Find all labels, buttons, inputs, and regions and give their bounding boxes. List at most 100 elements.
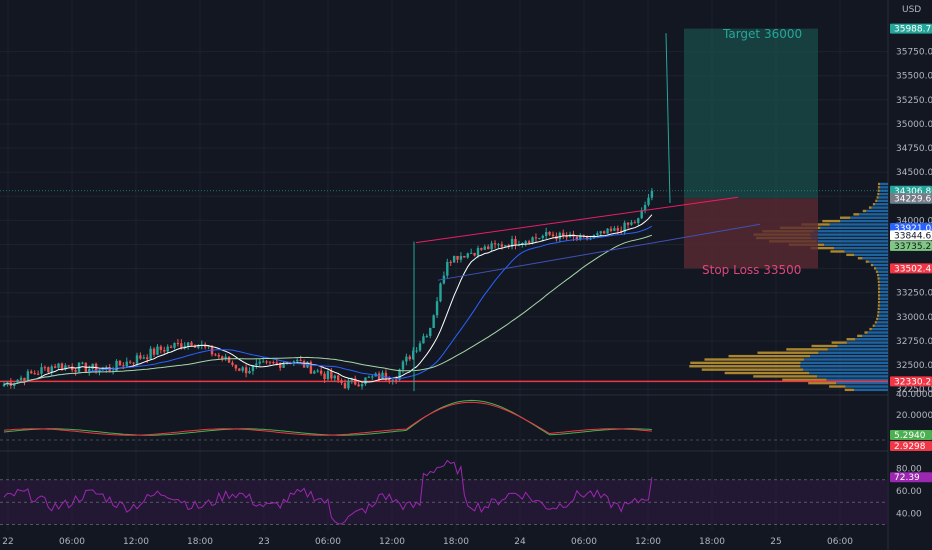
volume-profile-bar-blue xyxy=(879,192,888,196)
candle-body xyxy=(579,235,582,240)
volume-profile-bar-blue xyxy=(827,348,888,351)
volume-profile-bar-blue xyxy=(816,240,888,243)
candle-body xyxy=(135,355,139,364)
candle-body xyxy=(234,364,238,369)
candle-body xyxy=(500,244,504,247)
time-axis[interactable]: 22 06:00 12:00 18:00 23 06:00 12:00 18:00 24 06:0… xyxy=(2,537,853,547)
price-tag-bg xyxy=(890,263,932,274)
candle-body xyxy=(643,204,647,211)
volume-profile-bar-gold xyxy=(876,314,879,317)
volume-profile-bar-blue xyxy=(800,361,888,365)
osc-tag-bg xyxy=(890,441,932,451)
volume-profile-bar-gold xyxy=(875,199,878,203)
volume-profile-bar-gold xyxy=(810,246,835,250)
candle-body xyxy=(180,343,183,348)
time-axis-label: 22 xyxy=(2,537,13,547)
candle-body xyxy=(487,246,490,250)
candle-body xyxy=(548,232,551,235)
candle-body xyxy=(456,255,459,260)
candle-body xyxy=(469,252,473,254)
candle-body xyxy=(275,362,278,364)
stop-zone xyxy=(684,198,818,269)
candle-body xyxy=(531,237,534,243)
price-axis-label: 35750.00 xyxy=(896,48,932,58)
volume-profile-bar-blue xyxy=(879,311,888,314)
candle-body xyxy=(13,383,16,386)
candle-body xyxy=(398,369,401,380)
candle-body xyxy=(309,361,313,374)
candle-body xyxy=(299,359,302,361)
time-axis-label: 18:00 xyxy=(187,537,213,547)
candle-body xyxy=(156,346,159,355)
candle-body xyxy=(562,232,565,236)
candle-body xyxy=(415,350,418,352)
candle-body xyxy=(466,253,469,258)
candle-body xyxy=(132,362,135,364)
volume-profile-bar-blue xyxy=(829,223,888,226)
price-tag-bg xyxy=(890,23,932,34)
candle-body xyxy=(248,371,251,374)
volume-profile-bar-gold xyxy=(704,358,804,361)
price-tag: 35988.72 xyxy=(894,25,932,35)
volume-profile-bar-blue xyxy=(810,233,888,236)
volume-profile-bar-gold xyxy=(877,307,880,311)
volume-profile-bar-blue xyxy=(878,317,888,321)
candle-body xyxy=(377,373,381,380)
candle-body xyxy=(279,362,282,368)
volume-profile-bar-blue xyxy=(876,321,888,324)
volume-profile-bar-gold xyxy=(862,209,867,213)
candle-body xyxy=(391,379,394,381)
candle-body xyxy=(190,342,193,346)
time-axis-label: 12:00 xyxy=(635,537,661,547)
candle-body xyxy=(493,243,497,245)
candle-body xyxy=(510,239,514,247)
volume-profile-bar-blue xyxy=(867,331,888,334)
candle-body xyxy=(146,357,149,359)
candle-body xyxy=(575,236,579,240)
volume-profile-bar-blue xyxy=(818,351,888,354)
candle-body xyxy=(81,362,84,364)
volume-profile-bar-gold xyxy=(869,327,872,331)
volume-profile-bar-blue xyxy=(876,267,888,270)
candle-body xyxy=(418,343,422,351)
volume-profile-bar-gold xyxy=(689,365,801,368)
candle-body xyxy=(60,363,64,370)
volume-profile-bar-blue xyxy=(803,368,888,371)
candle-body xyxy=(401,361,405,370)
candle-body xyxy=(40,367,43,374)
candle-body xyxy=(534,237,538,239)
price-axis[interactable]: 32250.00 32500.00 32750.00 33000.00 33250.00… xyxy=(896,48,932,520)
time-axis-label: 06:00 xyxy=(827,537,853,547)
volume-profile-bar-gold xyxy=(877,297,880,300)
volume-profile-bar-blue xyxy=(879,189,888,192)
volume-profile-bar-blue xyxy=(862,257,888,260)
volume-profile-bar-gold xyxy=(877,192,880,196)
volume-profile-bar-gold xyxy=(876,273,879,277)
volume-profile-bar-blue xyxy=(837,344,888,348)
candle-body xyxy=(36,373,40,375)
rsi-tag: 72.39 xyxy=(894,473,920,483)
candle-body xyxy=(490,243,493,250)
candle-body xyxy=(405,356,408,362)
candle-body xyxy=(473,252,476,256)
target-zone xyxy=(684,28,818,199)
volume-profile-bar-gold xyxy=(701,368,804,371)
candle-body xyxy=(360,384,364,387)
candle-body xyxy=(459,255,463,260)
candlestick-series xyxy=(2,187,654,391)
candle-body xyxy=(186,342,190,346)
volume-profile-bar-gold xyxy=(877,182,880,186)
candle-body xyxy=(272,362,275,364)
candle-body xyxy=(207,345,210,348)
volume-profile-bar-blue xyxy=(844,250,888,253)
price-axis-label: 35250.00 xyxy=(896,96,932,106)
candle-body xyxy=(412,350,415,360)
volume-profile-bar-gold xyxy=(830,250,845,253)
price-tag: 32330.26 xyxy=(894,377,932,387)
time-axis-label: 06:00 xyxy=(571,537,597,547)
candle-body xyxy=(340,380,343,384)
candle-body xyxy=(169,346,173,348)
volume-profile-bar-blue xyxy=(873,263,888,267)
volume-profile-bar-gold xyxy=(874,321,877,324)
